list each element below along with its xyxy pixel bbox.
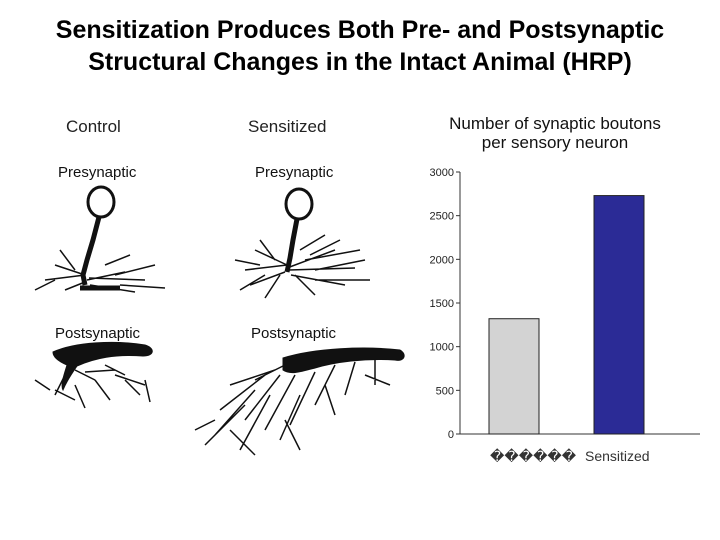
sensitized-postsynaptic-neuron	[194, 347, 405, 456]
sensitized-presynaptic-neuron	[234, 187, 370, 299]
bars	[488, 195, 645, 435]
y-tick-label: 1500	[430, 298, 454, 310]
y-ticks: 0 500 1000 1500 2000 2500 3000	[430, 167, 460, 441]
bar-chart: 0 500 1000 1500 2000 2500 3000 ������ Sensitize…	[430, 167, 700, 464]
control-presynaptic-neuron	[34, 185, 166, 293]
bar-sensitized	[593, 195, 645, 435]
y-tick-label: 2000	[430, 254, 454, 266]
chart-title-line2: per sensory neuron	[481, 133, 629, 152]
postsynaptic-label-sensitized: Postsynaptic	[251, 325, 337, 342]
bar-control	[488, 318, 540, 435]
y-tick-label: 0	[448, 429, 454, 441]
slide-title-line2: Structural Changes in the Intact Animal …	[88, 48, 632, 76]
presynaptic-label-control: Presynaptic	[58, 164, 137, 181]
y-tick-label: 2500	[430, 211, 454, 223]
slide-title-line1: Sensitization Produces Both Pre- and Pos…	[55, 16, 665, 44]
category-labels: ������ Sensitized	[490, 448, 650, 464]
chart-title: Number of synaptic boutons per sensory n…	[415, 114, 695, 152]
y-tick-label: 3000	[430, 167, 454, 179]
control-label: Control	[66, 117, 121, 136]
slide-title: Sensitization Produces Both Pre- and Pos…	[0, 14, 720, 78]
sensitized-label: Sensitized	[248, 117, 327, 136]
control-postsynaptic-neuron	[34, 341, 153, 409]
chart-title-line1: Number of synaptic boutons	[449, 114, 661, 133]
y-tick-label: 1000	[430, 342, 454, 354]
y-tick-label: 500	[436, 385, 454, 397]
presynaptic-label-sensitized: Presynaptic	[255, 164, 334, 181]
neuron-illustrations	[34, 185, 405, 456]
category-label: Sensitized	[585, 448, 650, 464]
postsynaptic-label-control: Postsynaptic	[55, 325, 141, 342]
category-label: ������	[490, 448, 577, 464]
